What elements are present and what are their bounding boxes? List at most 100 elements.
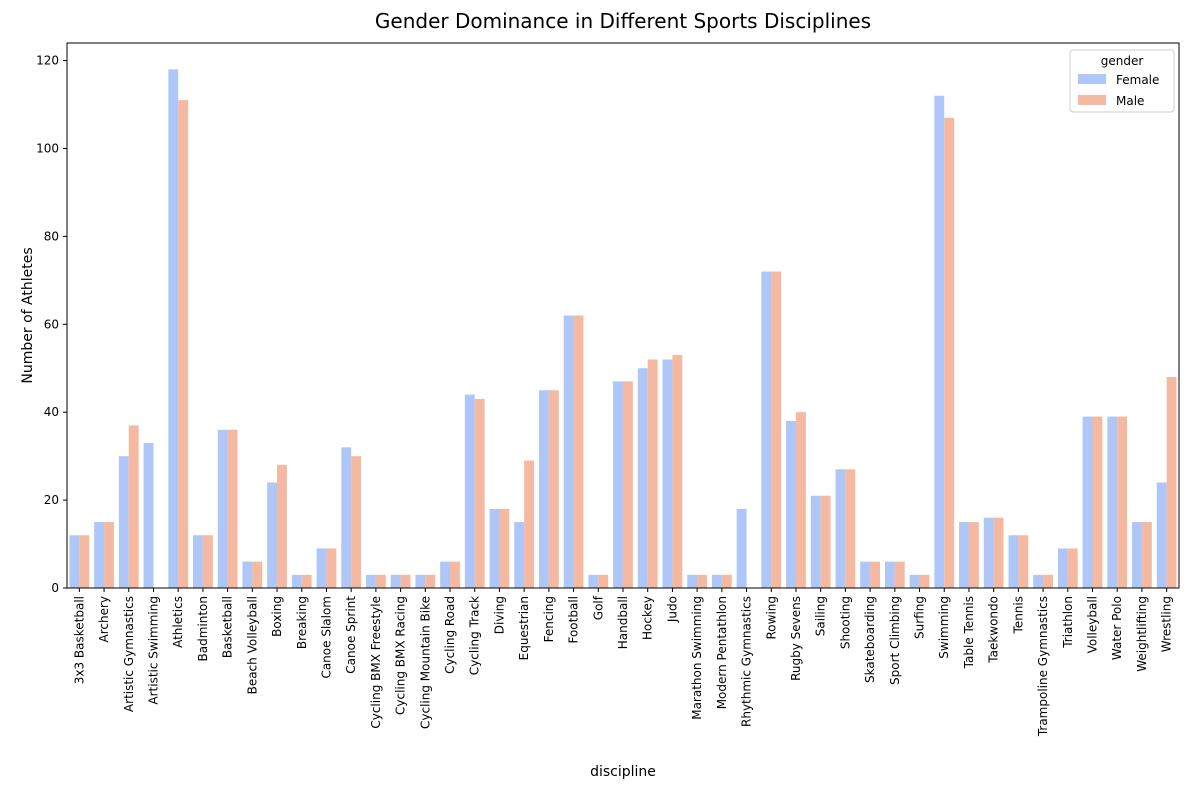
x-axis: 3x3 Basketball Archery Artistic Gymnastics… — [72, 588, 1174, 737]
x-tick-label: Archery — [97, 596, 111, 643]
bar-female-cycling-bmx-freestyle — [366, 574, 376, 588]
bar-male-fencing — [548, 390, 559, 588]
x-tick-label: Sailing — [814, 596, 828, 636]
legend-title: gender — [1101, 54, 1144, 68]
bar-male-shooting — [845, 469, 856, 588]
y-tick-label: 0 — [51, 581, 59, 595]
y-tick-label: 80 — [44, 229, 59, 243]
bar-male-weightlifting — [1141, 522, 1152, 588]
bar-female-hockey — [637, 368, 648, 588]
bar-female-boxing — [267, 482, 278, 588]
x-tick-label: Volleyball — [1086, 596, 1100, 653]
bars-layer — [69, 69, 1177, 589]
x-tick-label: Boxing — [270, 596, 284, 637]
bar-male-rugby-sevens — [795, 412, 806, 588]
x-tick-label: Rhythmic Gymnastics — [740, 596, 754, 727]
bar-male-water-polo — [1117, 416, 1128, 588]
bar-female-shooting — [835, 469, 846, 588]
bar-female-rowing — [761, 271, 772, 588]
bar-male-swimming — [944, 117, 955, 588]
bar-male-3x3-basketball — [79, 535, 90, 588]
bar-female-surfing — [909, 574, 920, 588]
x-tick-label: Swimming — [937, 596, 951, 659]
bar-male-artistic-gymnastics — [128, 425, 139, 588]
x-tick-label: Handball — [616, 596, 630, 649]
legend-label-female: Female — [1116, 73, 1159, 87]
x-tick-label: Surfing — [913, 596, 927, 639]
bar-male-sport-climbing — [894, 561, 905, 588]
bar-female-rugby-sevens — [786, 420, 796, 588]
bar-male-cycling-road — [450, 561, 460, 588]
bar-male-rowing — [771, 271, 782, 588]
bar-female-tennis — [1008, 535, 1019, 588]
bar-female-cycling-bmx-racing — [390, 574, 401, 588]
bar-male-triathlon — [1067, 548, 1078, 588]
bar-female-triathlon — [1057, 548, 1068, 588]
bar-male-cycling-track — [474, 399, 485, 588]
x-tick-label: Basketball — [221, 596, 235, 658]
x-tick-label: Trampoline Gymnastics — [1036, 596, 1050, 737]
bar-female-canoe-slalom — [316, 548, 327, 588]
bar-male-golf — [598, 574, 609, 588]
bar-female-fencing — [538, 390, 549, 588]
bar-male-taekwondo — [993, 517, 1004, 588]
bar-female-handball — [613, 381, 623, 588]
bar-male-marathon-swimming — [697, 574, 708, 588]
legend-swatch-male — [1078, 95, 1106, 105]
bar-male-badminton — [202, 535, 213, 588]
bar-female-swimming — [934, 95, 945, 588]
y-tick-label: 100 — [36, 141, 59, 155]
legend-swatch-female — [1078, 74, 1106, 84]
bar-female-artistic-gymnastics — [118, 456, 129, 588]
bar-female-3x3-basketball — [69, 535, 80, 588]
x-tick-label: Cycling Mountain Bike — [418, 596, 432, 729]
bar-female-artistic-swimming — [143, 442, 154, 588]
bar-female-basketball — [217, 429, 228, 588]
bar-female-taekwondo — [983, 517, 994, 588]
bar-male-modern-pentathlon — [721, 574, 732, 588]
bar-female-beach-volleyball — [242, 561, 253, 588]
bar-male-boxing — [277, 464, 287, 588]
x-tick-label: Cycling BMX Racing — [394, 596, 408, 715]
chart-title: Gender Dominance in Different Sports Dis… — [375, 9, 871, 33]
x-tick-label: Artistic Swimming — [146, 596, 160, 705]
bar-male-beach-volleyball — [252, 561, 263, 588]
bar-male-cycling-bmx-racing — [400, 574, 411, 588]
bar-male-surfing — [919, 574, 930, 588]
x-tick-label: Judo — [665, 596, 679, 623]
bar-male-handball — [623, 381, 633, 588]
x-tick-label: Canoe Slalom — [319, 596, 333, 679]
legend: gender Female Male — [1069, 49, 1175, 113]
x-tick-label: Canoe Sprint — [344, 596, 358, 674]
x-tick-label: Cycling Road — [443, 596, 457, 674]
bar-female-golf — [588, 574, 599, 588]
bar-female-cycling-mountain-bike — [415, 574, 426, 588]
x-tick-label: Diving — [492, 596, 506, 634]
bar-male-basketball — [227, 429, 238, 588]
bar-female-water-polo — [1107, 416, 1118, 588]
x-tick-label: Table Tennis — [962, 596, 976, 669]
bar-female-trampoline-gymnastics — [1033, 574, 1044, 588]
x-tick-label: Tennis — [1011, 596, 1025, 634]
y-tick-label: 20 — [44, 493, 59, 507]
bar-female-rhythmic-gymnastics — [736, 508, 747, 588]
bar-female-archery — [94, 522, 105, 588]
x-tick-label: Football — [567, 596, 581, 644]
bar-male-judo — [672, 355, 683, 588]
x-tick-label: Cycling Track — [468, 596, 482, 675]
y-tick-label: 120 — [36, 54, 59, 68]
bar-male-table-tennis — [968, 522, 979, 588]
x-tick-label: Beach Volleyball — [245, 596, 259, 694]
x-tick-label: 3x3 Basketball — [72, 596, 86, 684]
x-tick-label: Breaking — [295, 596, 309, 649]
x-tick-label: Hockey — [641, 596, 655, 640]
bar-male-hockey — [647, 359, 658, 588]
bar-female-weightlifting — [1132, 522, 1142, 588]
bar-female-canoe-sprint — [341, 447, 352, 588]
bar-male-football — [573, 315, 584, 588]
x-tick-label: Wrestling — [1160, 596, 1174, 652]
x-tick-label: Fencing — [542, 596, 556, 642]
y-axis-title: Number of Athletes — [20, 247, 36, 383]
bar-male-trampoline-gymnastics — [1043, 574, 1053, 588]
